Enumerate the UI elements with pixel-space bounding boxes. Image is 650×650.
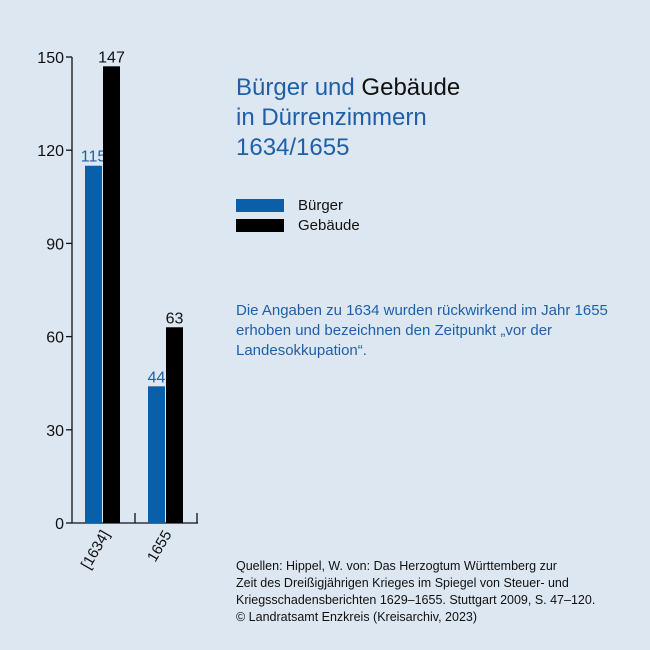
data-label-0-0: 115 — [81, 149, 107, 166]
bar-buerger-0 — [85, 165, 102, 523]
sources-block: Quellen: Hippel, W. von: Das Herzogtum W… — [236, 558, 636, 626]
data-label-0-1: 44 — [148, 369, 166, 386]
chart-title: Bürger und Gebäude in Dürrenzimmern 1634… — [236, 73, 460, 163]
x-category-label-0: [1634] — [78, 528, 114, 573]
sources-line-1: Quellen: Hippel, W. von: Das Herzogtum W… — [236, 559, 557, 573]
explanatory-note: Die Angaben zu 1634 wurden rückwirkend i… — [236, 302, 608, 359]
title-line-years: 1634/1655 — [236, 134, 350, 161]
chart-marks: 0 30 60 90 120 150 115 147 44 63 [1634] 1655 — [37, 49, 198, 573]
legend-label-buerger: Bürger — [298, 196, 344, 214]
sources-line-4: © Landratsamt Enzkreis (Kreisarchiv, 202… — [236, 610, 478, 624]
y-tick-label-150: 150 — [37, 50, 64, 67]
sources-line-3: Kriegsschadensberichten 1629–1655. Stutt… — [236, 593, 596, 607]
title-part-gebaeude: Gebäude — [361, 74, 461, 101]
legend: Bürger Gebäude — [236, 195, 360, 235]
title-line-place: in Dürrenzimmern — [236, 104, 427, 131]
x-category-label-1: 1655 — [144, 528, 175, 565]
y-tick-label-60: 60 — [46, 330, 64, 347]
y-tick-label-120: 120 — [37, 143, 64, 160]
legend-swatch-gebaeude — [236, 218, 284, 232]
y-tick-label-90: 90 — [46, 236, 64, 253]
bar-buerger-1 — [148, 386, 165, 523]
bar-gebaeude-0 — [103, 66, 120, 523]
legend-swatch-buerger — [236, 198, 284, 212]
sources-line-2: Zeit des Dreißigjährigen Krieges im Spie… — [236, 576, 569, 590]
data-label-1-1: 63 — [166, 310, 184, 327]
legend-item-gebaeude: Gebäude — [236, 215, 360, 235]
legend-label-gebaeude: Gebäude — [298, 216, 360, 234]
y-tick-label-0: 0 — [55, 516, 64, 533]
bar-gebaeude-1 — [166, 327, 183, 523]
data-label-1-0: 147 — [98, 49, 125, 66]
title-part-buerger: Bürger und — [236, 74, 355, 101]
y-tick-label-30: 30 — [46, 423, 64, 440]
legend-item-buerger: Bürger — [236, 195, 360, 215]
